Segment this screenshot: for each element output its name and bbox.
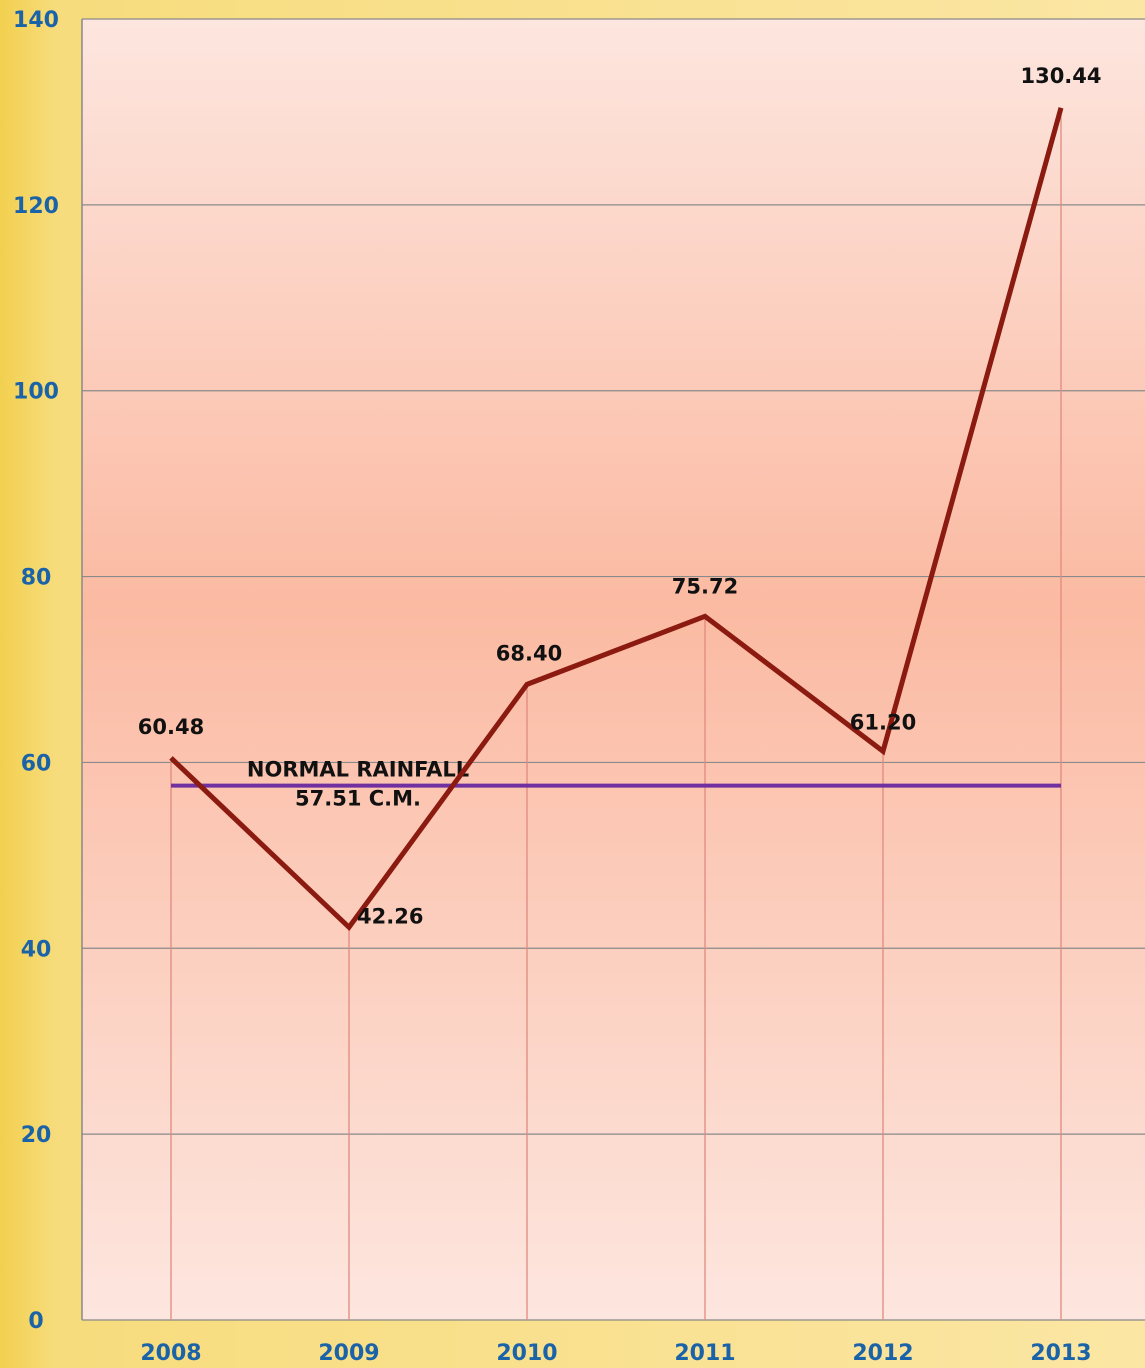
plot-area (82, 19, 1145, 1320)
x-tick-label: 2012 (852, 1341, 913, 1366)
y-tick-label: 0 (28, 1309, 43, 1334)
y-tick-label: 80 (21, 566, 52, 591)
x-tick-label: 2011 (674, 1341, 735, 1366)
x-tick-label: 2013 (1030, 1341, 1091, 1366)
data-label-2008: 60.48 (138, 715, 204, 739)
rainfall-line (169, 107, 1064, 932)
x-tick-label: 2008 (140, 1341, 201, 1366)
x-axis-ticks: 2008 2009 2010 2011 2012 2013 (140, 1341, 1091, 1366)
rainfall-series (169, 107, 1064, 932)
y-tick-label: 20 (21, 1123, 52, 1148)
data-label-2009: 42.26 (357, 904, 423, 928)
y-tick-label: 40 (21, 937, 52, 962)
normal-rainfall-label: NORMAL RAINFALL (247, 758, 469, 782)
data-label-2011: 75.72 (672, 574, 738, 598)
data-label-2013: 130.44 (1020, 64, 1101, 88)
gridlines (82, 18, 1145, 1321)
normal-rainfall-value-label: 57.51 C.M. (295, 787, 421, 811)
y-axis-ticks: 0 20 40 60 80 100 120 140 (13, 8, 59, 1334)
y-tick-label: 120 (13, 194, 59, 219)
drop-lines (170, 107, 1062, 1320)
y-tick-label: 60 (21, 751, 52, 776)
x-tick-label: 2010 (496, 1341, 557, 1366)
data-labels: 60.48 42.26 68.40 75.72 61.20 130.44 (138, 64, 1102, 928)
data-label-2012: 61.20 (850, 710, 916, 734)
y-tick-label: 140 (13, 8, 59, 33)
y-tick-label: 100 (13, 380, 59, 405)
data-label-2010: 68.40 (496, 641, 562, 665)
x-tick-label: 2009 (318, 1341, 379, 1366)
